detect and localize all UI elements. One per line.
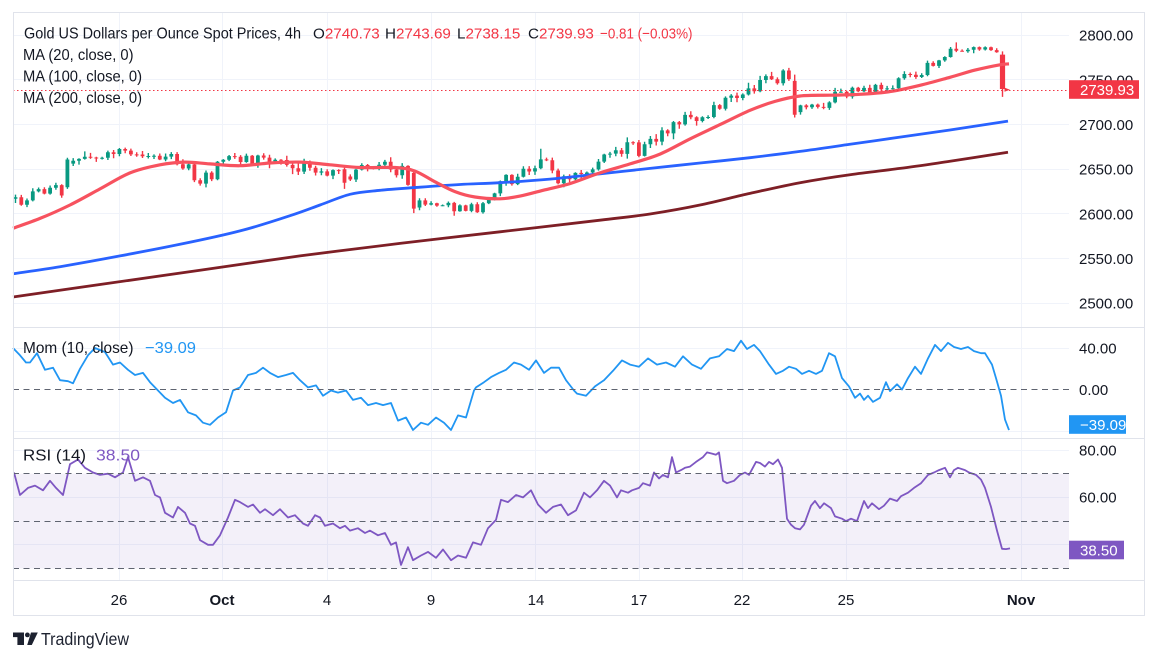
svg-text:MA (100, close, 0): MA (100, close, 0) (23, 68, 142, 85)
svg-text:2600.00: 2600.00 (1079, 206, 1133, 223)
svg-text:9: 9 (427, 592, 435, 609)
svg-text:Oct: Oct (209, 592, 234, 609)
svg-text:2700.00: 2700.00 (1079, 117, 1133, 134)
svg-text:O2740.73: O2740.73 (313, 26, 380, 43)
svg-text:26: 26 (111, 592, 128, 609)
svg-text:Gold US Dollars per Ounce Spot: Gold US Dollars per Ounce Spot Prices, 4… (24, 26, 301, 43)
svg-text:MA (20, close, 0): MA (20, close, 0) (23, 47, 134, 64)
svg-text:Nov: Nov (1007, 592, 1036, 609)
svg-text:2550.00: 2550.00 (1079, 251, 1133, 268)
svg-text:−0.81 (−0.03%): −0.81 (−0.03%) (600, 26, 693, 43)
svg-text:60.00: 60.00 (1079, 490, 1117, 507)
svg-text:38.50: 38.50 (96, 448, 140, 465)
svg-text:2650.00: 2650.00 (1079, 162, 1133, 179)
svg-text:2500.00: 2500.00 (1079, 296, 1133, 313)
svg-text:17: 17 (631, 592, 648, 609)
svg-text:RSI (14): RSI (14) (23, 448, 86, 465)
svg-text:25: 25 (838, 592, 855, 609)
svg-text:0.00: 0.00 (1079, 382, 1108, 399)
svg-text:Mom (10, close): Mom (10, close) (23, 340, 134, 357)
svg-text:C2739.93: C2739.93 (528, 26, 594, 43)
svg-text:2739.93: 2739.93 (1080, 82, 1134, 99)
svg-text:L2738.15: L2738.15 (457, 26, 520, 43)
svg-text:TradingView: TradingView (41, 629, 129, 649)
svg-text:38.50: 38.50 (1080, 542, 1118, 559)
svg-text:−39.09: −39.09 (1080, 417, 1126, 434)
svg-text:40.00: 40.00 (1079, 340, 1117, 357)
svg-text:4: 4 (323, 592, 331, 609)
svg-text:14: 14 (528, 592, 545, 609)
svg-text:22: 22 (734, 592, 751, 609)
svg-text:80.00: 80.00 (1079, 442, 1117, 459)
svg-text:MA (200, close, 0): MA (200, close, 0) (23, 90, 142, 107)
svg-text:2800.00: 2800.00 (1079, 28, 1133, 45)
svg-text:H2743.69: H2743.69 (385, 26, 451, 43)
svg-text:−39.09: −39.09 (145, 340, 196, 357)
